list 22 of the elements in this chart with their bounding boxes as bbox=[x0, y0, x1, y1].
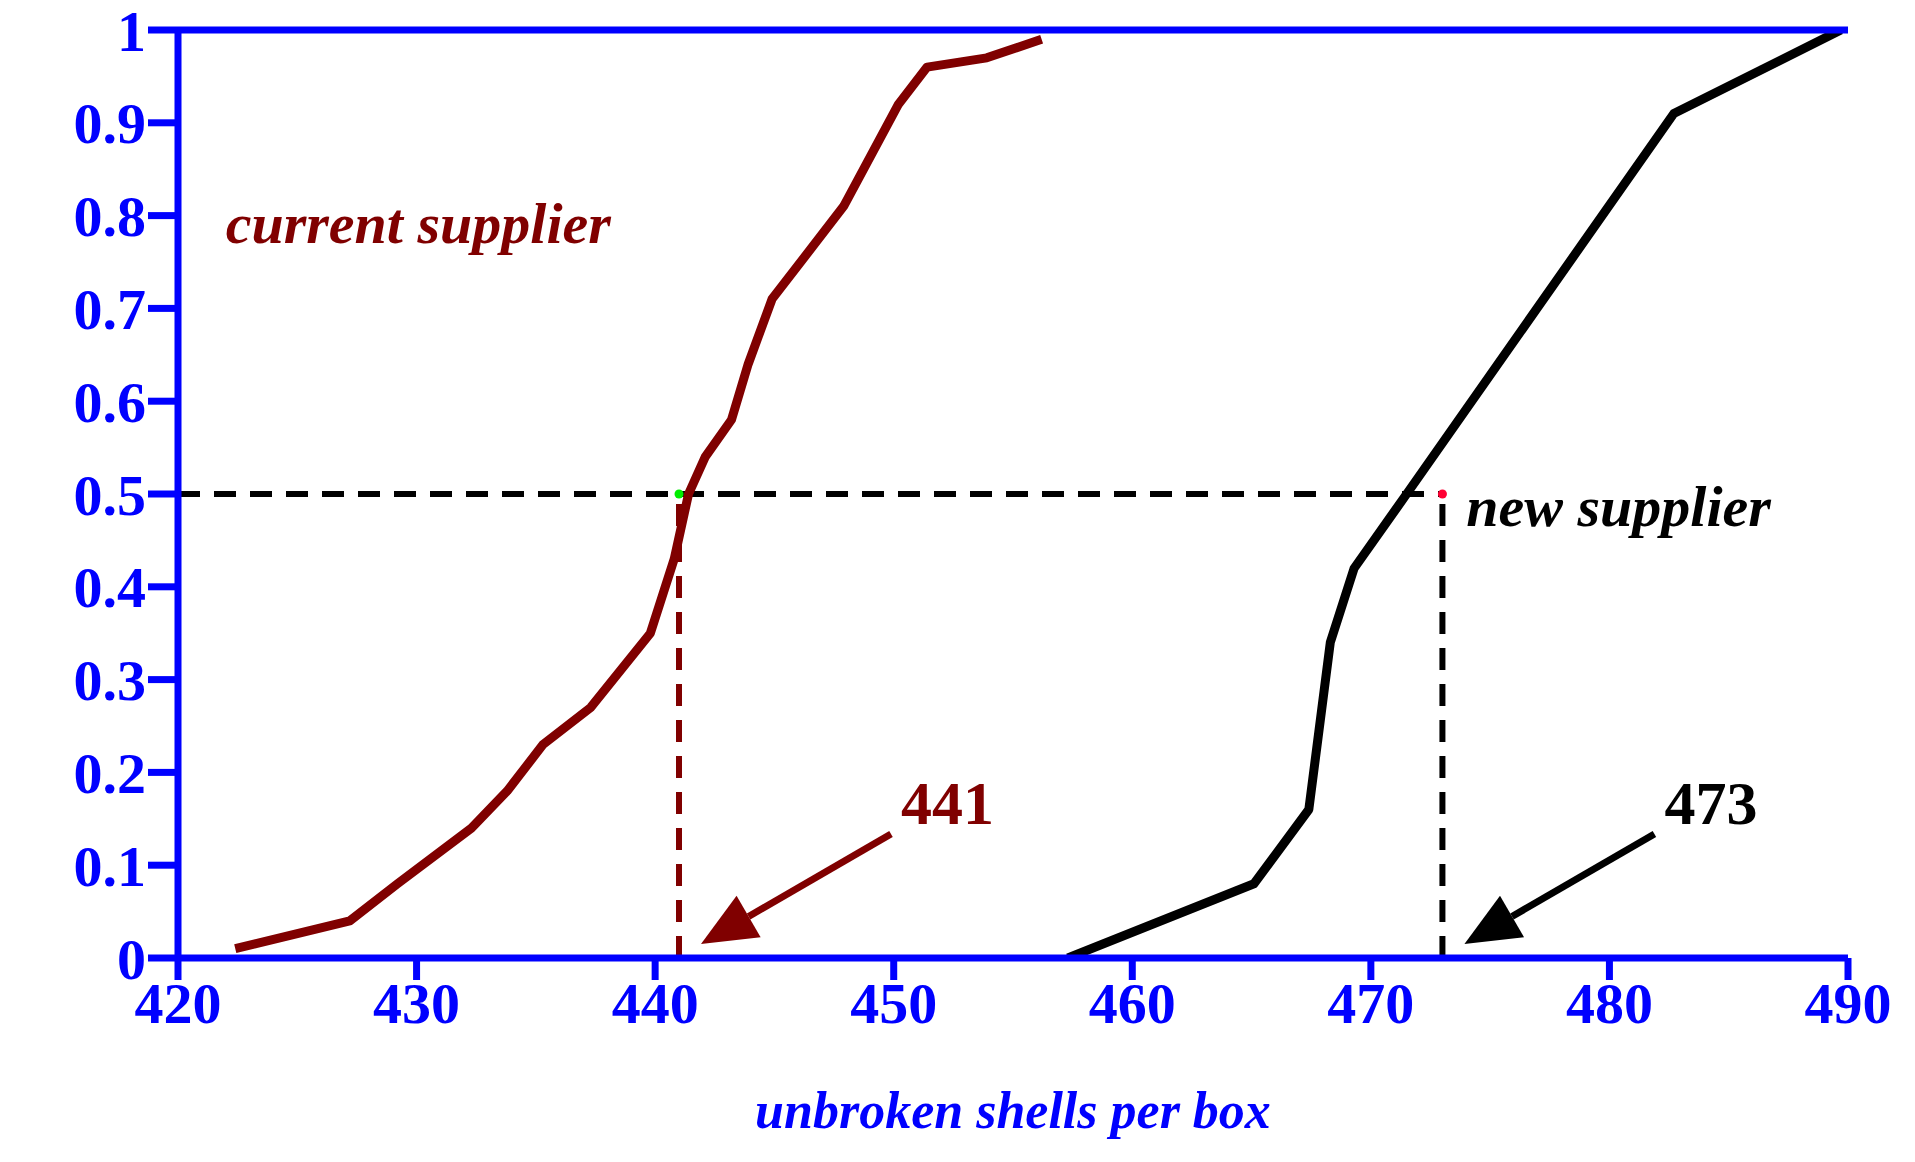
annotation: 473 bbox=[1664, 769, 1758, 837]
x-tick-label: 470 bbox=[1327, 971, 1415, 1037]
x-tick-label: 450 bbox=[850, 971, 938, 1037]
y-tick-label: 0.1 bbox=[73, 833, 146, 899]
x-tick-label: 480 bbox=[1565, 971, 1653, 1037]
y-tick-label: 0.8 bbox=[73, 184, 146, 250]
x-axis-title: unbroken shells per box bbox=[755, 1082, 1271, 1139]
y-tick-label: 0.5 bbox=[73, 462, 146, 528]
annotation: 441 bbox=[901, 769, 994, 837]
y-tick-label: 0.4 bbox=[73, 555, 146, 621]
y-tick-label: 0.9 bbox=[73, 91, 146, 157]
y-tick-label: 1 bbox=[117, 0, 146, 64]
x-tick-label: 430 bbox=[373, 971, 461, 1037]
y-tick-label: 0.7 bbox=[73, 276, 146, 342]
y-tick-label: 0.2 bbox=[73, 740, 146, 806]
text: current supplier bbox=[225, 191, 612, 257]
y-tick-label: 0.3 bbox=[73, 648, 146, 714]
x-tick-label: 440 bbox=[611, 971, 699, 1037]
x-tick-label: 460 bbox=[1088, 971, 1176, 1037]
x-tick-label: 490 bbox=[1804, 971, 1892, 1037]
series-label: new supplier bbox=[1466, 474, 1772, 540]
y-tick-label: 0.6 bbox=[73, 369, 146, 435]
